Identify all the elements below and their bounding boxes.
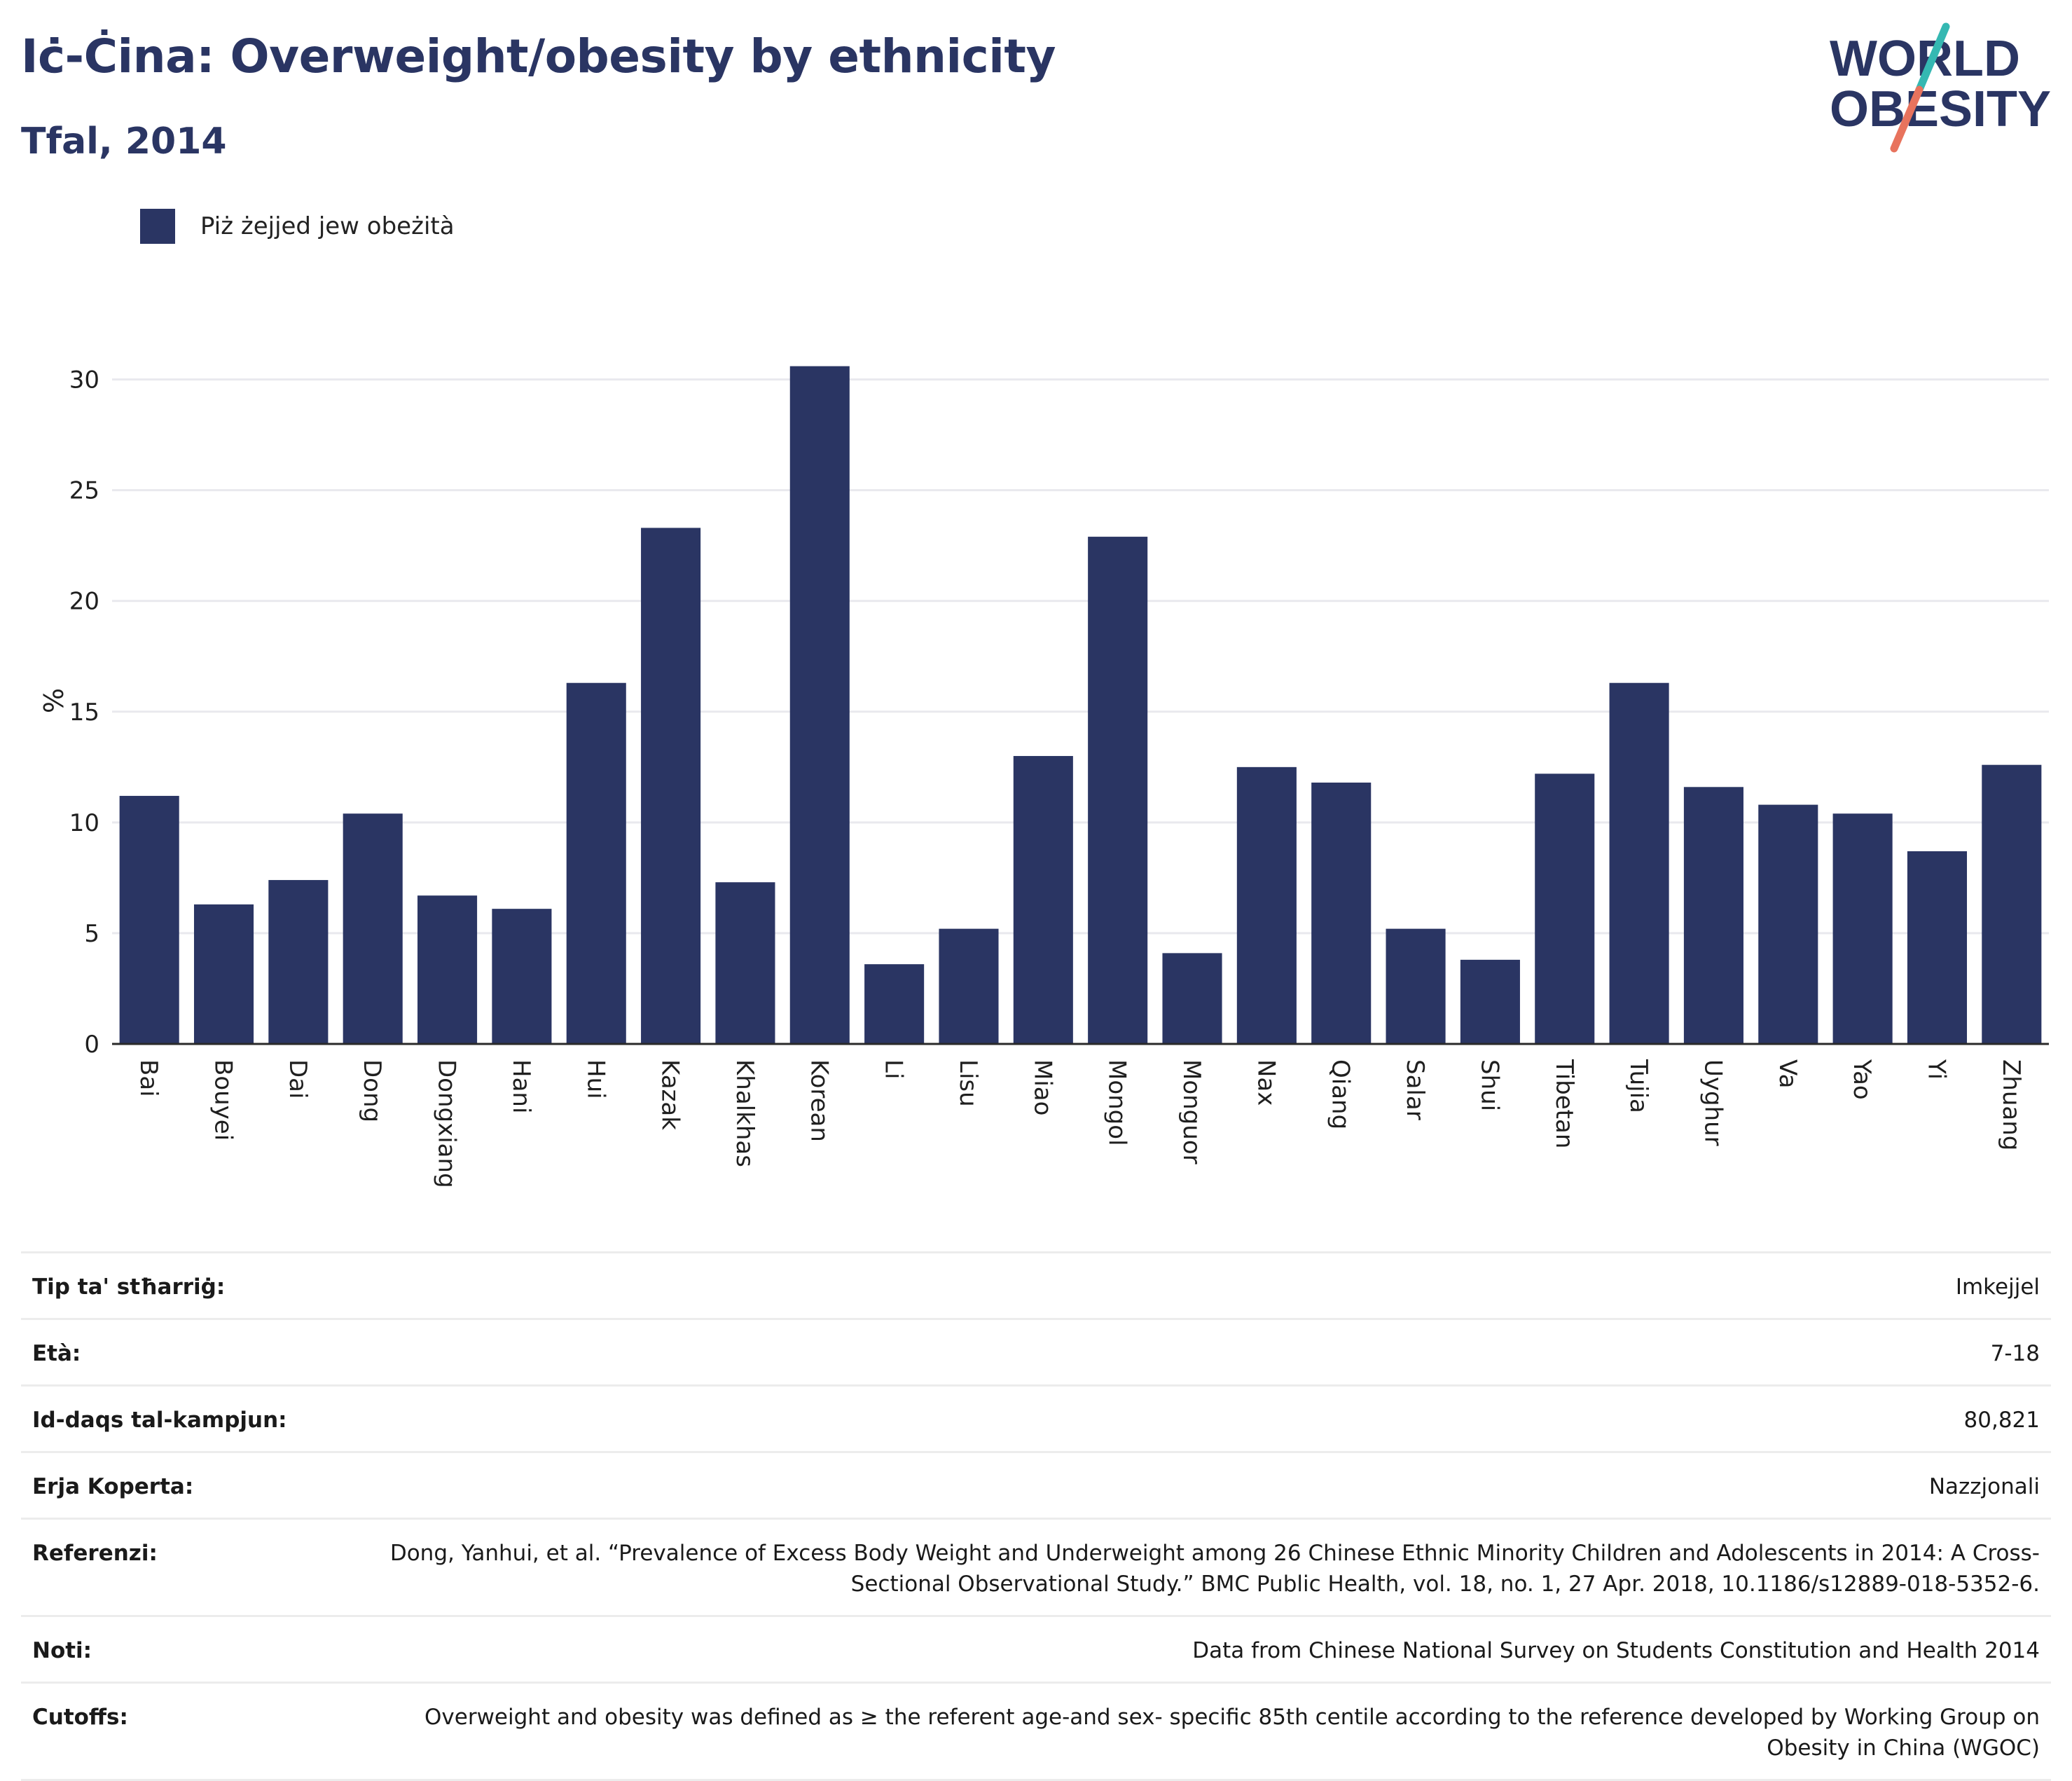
- x-tick-label: Hui: [581, 1059, 609, 1099]
- y-axis-label: %: [37, 688, 68, 713]
- bar-yao: [1832, 813, 1893, 1044]
- x-tick-label: Mongol: [1103, 1059, 1131, 1146]
- y-tick-label: 15: [69, 699, 99, 727]
- y-tick-label: 25: [69, 477, 99, 505]
- x-tick-label: Shui: [1475, 1059, 1503, 1111]
- info-value: Imkejjel: [1955, 1274, 2040, 1300]
- info-row: Erja Koperta: Nazzjonali: [21, 1451, 2051, 1518]
- bar-dong: [343, 813, 403, 1044]
- x-tick-label: Dai: [284, 1059, 312, 1099]
- bar-shui: [1460, 959, 1520, 1044]
- x-tick-label: Hani: [507, 1059, 535, 1113]
- info-value: 80,821: [1963, 1408, 2040, 1433]
- x-tick-label: Dong: [358, 1059, 386, 1122]
- legend: Piż żejjed jew obeżità: [140, 209, 455, 244]
- x-tick-label: Bai: [134, 1059, 163, 1097]
- y-tick-label: 30: [69, 366, 99, 394]
- x-tick-label: Uyghur: [1699, 1059, 1727, 1146]
- info-row: Cutoffs: Overweight and obesity was defin…: [21, 1682, 2051, 1781]
- x-tick-label: Lisu: [954, 1059, 982, 1107]
- info-value: Data from Chinese National Survey on Stu…: [1192, 1638, 2040, 1663]
- bar-qiang: [1311, 782, 1372, 1044]
- bar-tujia: [1609, 682, 1669, 1044]
- bar-miao: [1013, 756, 1073, 1044]
- x-tick-label: Dongxiang: [433, 1059, 461, 1188]
- logo-line2: OBESITY: [1830, 81, 2051, 137]
- bar-li: [864, 964, 925, 1044]
- world-obesity-logo: WORLD OBESITY: [1830, 22, 2051, 153]
- info-table: Tip ta' stħarriġ: Imkejjel Età: 7-18 Id-daqs…: [21, 1251, 2051, 1781]
- info-value: Overweight and obesity was defined as ≥ …: [424, 1705, 2040, 1761]
- bar-bouyei: [193, 904, 254, 1044]
- bar-kazak: [641, 528, 701, 1044]
- bar-zhuang: [1982, 764, 2042, 1044]
- info-label: Id-daqs tal-kampjun:: [32, 1408, 287, 1433]
- info-value: 7-18: [1990, 1341, 2040, 1366]
- bar-monguor: [1162, 953, 1222, 1044]
- bar-nax: [1236, 766, 1297, 1044]
- bar-va: [1758, 804, 1818, 1044]
- y-tick-label: 0: [84, 1031, 99, 1059]
- x-tick-label: Va: [1774, 1059, 1802, 1088]
- info-row: Referenzi: Dong, Yanhui, et al. “Prevalen…: [21, 1518, 2051, 1615]
- bar-dongxiang: [417, 895, 478, 1044]
- info-label: Età:: [32, 1341, 81, 1366]
- bar-korean: [789, 366, 850, 1044]
- info-row: Noti: Data from Chinese National Survey o…: [21, 1615, 2051, 1682]
- x-tick-label: Qiang: [1327, 1059, 1355, 1129]
- logo-slash-teal: [1915, 22, 1950, 94]
- chart-subtitle: Tfal, 2014: [21, 121, 227, 163]
- x-tick-label: Li: [880, 1059, 908, 1079]
- info-value: Dong, Yanhui, et al. “Prevalence of Exce…: [389, 1541, 2040, 1597]
- bar-chart: 0 5 10 15 20 25 30% Bai Bouyei Dai Dong Dongxiang Ha…: [37, 366, 2049, 1188]
- x-tick-label: Nax: [1252, 1059, 1280, 1106]
- bar-uyghur: [1683, 787, 1743, 1044]
- info-row: Id-daqs tal-kampjun: 80,821: [21, 1384, 2051, 1451]
- x-tick-label: Korean: [805, 1059, 833, 1142]
- y-tick-label: 5: [84, 920, 99, 948]
- info-label: Referenzi:: [32, 1541, 158, 1566]
- x-tick-label: Monguor: [1177, 1059, 1206, 1164]
- bar-yi: [1907, 851, 1968, 1044]
- bar-bai: [119, 795, 179, 1044]
- bar-dai: [268, 880, 329, 1044]
- logo-slash-coral: [1890, 85, 1923, 153]
- x-tick-label: Kazak: [656, 1059, 684, 1130]
- x-tick-label: Zhuang: [1997, 1059, 2025, 1150]
- y-tick-label: 10: [69, 809, 99, 837]
- x-tick-label: Bouyei: [209, 1059, 237, 1141]
- x-tick-label: Yao: [1848, 1059, 1876, 1100]
- legend-swatch: [140, 209, 175, 244]
- legend-label: Piż żejjed jew obeżità: [200, 212, 455, 240]
- chart-title: Iċ-Ċina: Overweight/obesity by ethnicity: [21, 29, 1056, 83]
- bar-hani: [492, 909, 552, 1044]
- x-tick-label: Miao: [1028, 1059, 1056, 1115]
- x-tick-label: Tibetan: [1550, 1059, 1578, 1148]
- bar-hui: [566, 682, 626, 1044]
- y-tick-label: 20: [69, 588, 99, 616]
- info-label: Tip ta' stħarriġ:: [32, 1274, 226, 1300]
- info-label: Noti:: [32, 1638, 92, 1663]
- bar-tibetan: [1535, 773, 1595, 1044]
- x-tick-label: Yi: [1922, 1059, 1950, 1080]
- bar-lisu: [939, 928, 999, 1044]
- x-tick-label: Khalkhas: [731, 1059, 759, 1167]
- info-row: Età: 7-18: [21, 1318, 2051, 1384]
- info-row: Tip ta' stħarriġ: Imkejjel: [21, 1251, 2051, 1318]
- x-tick-label: Tujia: [1624, 1059, 1652, 1113]
- x-tick-label: Salar: [1401, 1059, 1429, 1120]
- bar-salar: [1386, 928, 1446, 1044]
- info-value: Nazzjonali: [1928, 1474, 2040, 1499]
- info-label: Erja Koperta:: [32, 1474, 194, 1499]
- bar-mongol: [1088, 537, 1148, 1044]
- info-label: Cutoffs:: [32, 1705, 128, 1730]
- bar-khalkhas: [715, 882, 775, 1044]
